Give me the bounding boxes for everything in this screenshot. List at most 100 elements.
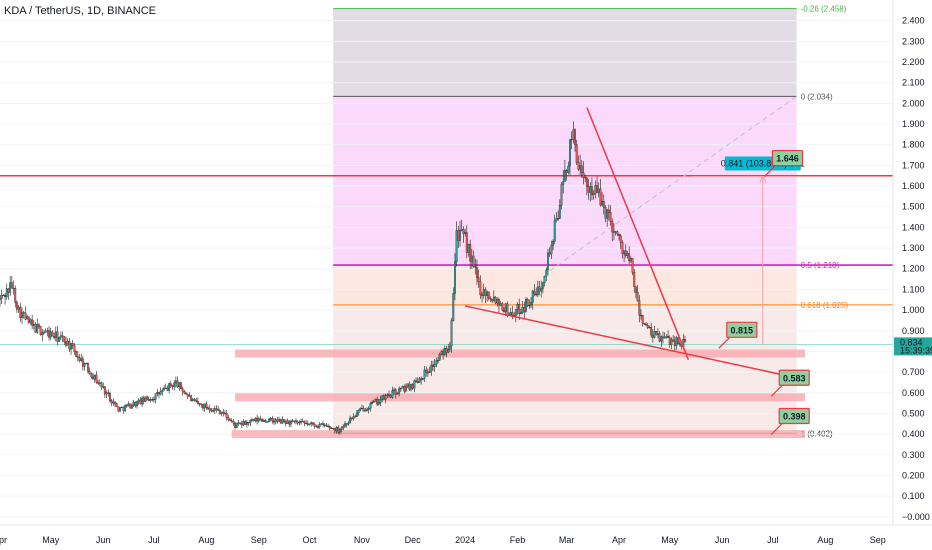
- candle-down: [24, 312, 27, 320]
- candle-up: [300, 421, 302, 423]
- candle-down: [142, 397, 145, 402]
- candle-up: [660, 336, 663, 342]
- x-tick-label: Sep: [870, 535, 886, 545]
- candle-up: [352, 416, 355, 420]
- candle-down: [487, 291, 490, 299]
- candle-up: [454, 261, 456, 294]
- candle-up: [437, 360, 439, 362]
- candle-down: [22, 312, 25, 314]
- candle-down: [646, 324, 649, 328]
- candle-up: [269, 418, 272, 420]
- candle-down: [227, 417, 230, 420]
- candle-down: [614, 231, 617, 233]
- candle-down: [489, 298, 492, 300]
- candle-up: [119, 407, 122, 412]
- x-tick-label: May: [42, 535, 60, 545]
- candle-up: [366, 409, 368, 411]
- candle-up: [66, 341, 69, 346]
- candle-down: [575, 144, 578, 163]
- candle-up: [509, 312, 512, 315]
- candle-down: [465, 232, 468, 253]
- candle-up: [589, 186, 592, 193]
- callout-box: [778, 407, 810, 425]
- candle-down: [388, 394, 390, 396]
- y-tick-label: 0.600: [902, 388, 925, 398]
- y-tick-label: 1.700: [902, 160, 925, 170]
- candle-down: [585, 177, 588, 187]
- candle-down: [533, 290, 536, 295]
- candle-down: [63, 336, 66, 343]
- candle-down: [577, 162, 580, 170]
- candle-down: [193, 398, 196, 401]
- candle-down: [584, 177, 587, 179]
- candle-up: [629, 258, 632, 262]
- candle-down: [2, 295, 5, 297]
- callout-pointer: [764, 164, 777, 177]
- candle-down: [611, 221, 614, 233]
- fib-level-label: -0.26 (2.458): [801, 5, 847, 14]
- candle-down: [68, 341, 71, 350]
- candle-up: [359, 408, 362, 411]
- candle-down: [494, 296, 497, 304]
- candle-up: [381, 395, 384, 400]
- time-axis[interactable]: Apr May Jun Jul Aug Sep Oct Nov Dec 2024 Feb Mar Apr…: [0, 524, 932, 545]
- candle-up: [594, 185, 597, 194]
- candle-down: [256, 417, 259, 422]
- candle-up: [120, 406, 123, 408]
- candle-down: [596, 185, 598, 193]
- candle-down: [129, 403, 132, 409]
- candle-down: [71, 343, 74, 346]
- candle-up: [459, 230, 461, 241]
- x-tick-label: Mar: [559, 535, 575, 545]
- y-tick-label: 1.100: [902, 284, 925, 294]
- callout-label: 1.646: [776, 154, 799, 164]
- callout-label: 0.815: [731, 325, 754, 335]
- candle-up: [154, 393, 157, 400]
- y-tick-label: 0.300: [902, 450, 925, 460]
- candle-down: [14, 287, 17, 303]
- candle-down: [303, 421, 306, 424]
- candle-up: [547, 252, 549, 271]
- candle-up: [528, 305, 531, 307]
- candle-down: [481, 294, 483, 296]
- candle-down: [306, 423, 309, 426]
- candle-up: [467, 244, 470, 253]
- candle-down: [673, 340, 676, 346]
- candle-down: [557, 218, 560, 220]
- candle-down: [90, 373, 93, 378]
- candle-up: [9, 282, 12, 293]
- candle-up: [623, 250, 626, 254]
- candle-up: [136, 401, 138, 407]
- candle-up: [344, 423, 346, 427]
- candle-up: [665, 336, 668, 338]
- candle-down: [259, 418, 262, 420]
- x-tick-label: Aug: [198, 535, 214, 545]
- candle-down: [327, 425, 330, 427]
- x-tick-label: Apr: [0, 535, 7, 545]
- candle-down: [56, 331, 59, 342]
- y-tick-label: 0.700: [902, 367, 925, 377]
- candle-up: [398, 388, 401, 394]
- candle-up: [242, 421, 245, 426]
- candle-down: [526, 299, 529, 306]
- candle-down: [207, 407, 209, 409]
- candle-up: [235, 423, 238, 428]
- candle-up: [391, 390, 394, 398]
- candle-up: [455, 230, 458, 262]
- candle-up: [310, 422, 313, 424]
- candle-up: [450, 320, 453, 347]
- price-axis[interactable]: 2.400 2.300 2.200 2.100 2.000 1.900 1.800 1.700…: [892, 0, 932, 550]
- candle-down: [497, 299, 500, 306]
- candle-up: [428, 370, 431, 373]
- candle-down: [76, 356, 79, 358]
- candle-up: [44, 330, 47, 333]
- candle-up: [0, 295, 3, 299]
- candle-down: [100, 382, 103, 388]
- candle-down: [147, 398, 150, 401]
- y-tick-label: 0.400: [902, 429, 925, 439]
- candle-down: [323, 424, 326, 426]
- candle-up: [421, 378, 424, 380]
- candle-down: [12, 287, 15, 290]
- candle-down: [185, 392, 187, 395]
